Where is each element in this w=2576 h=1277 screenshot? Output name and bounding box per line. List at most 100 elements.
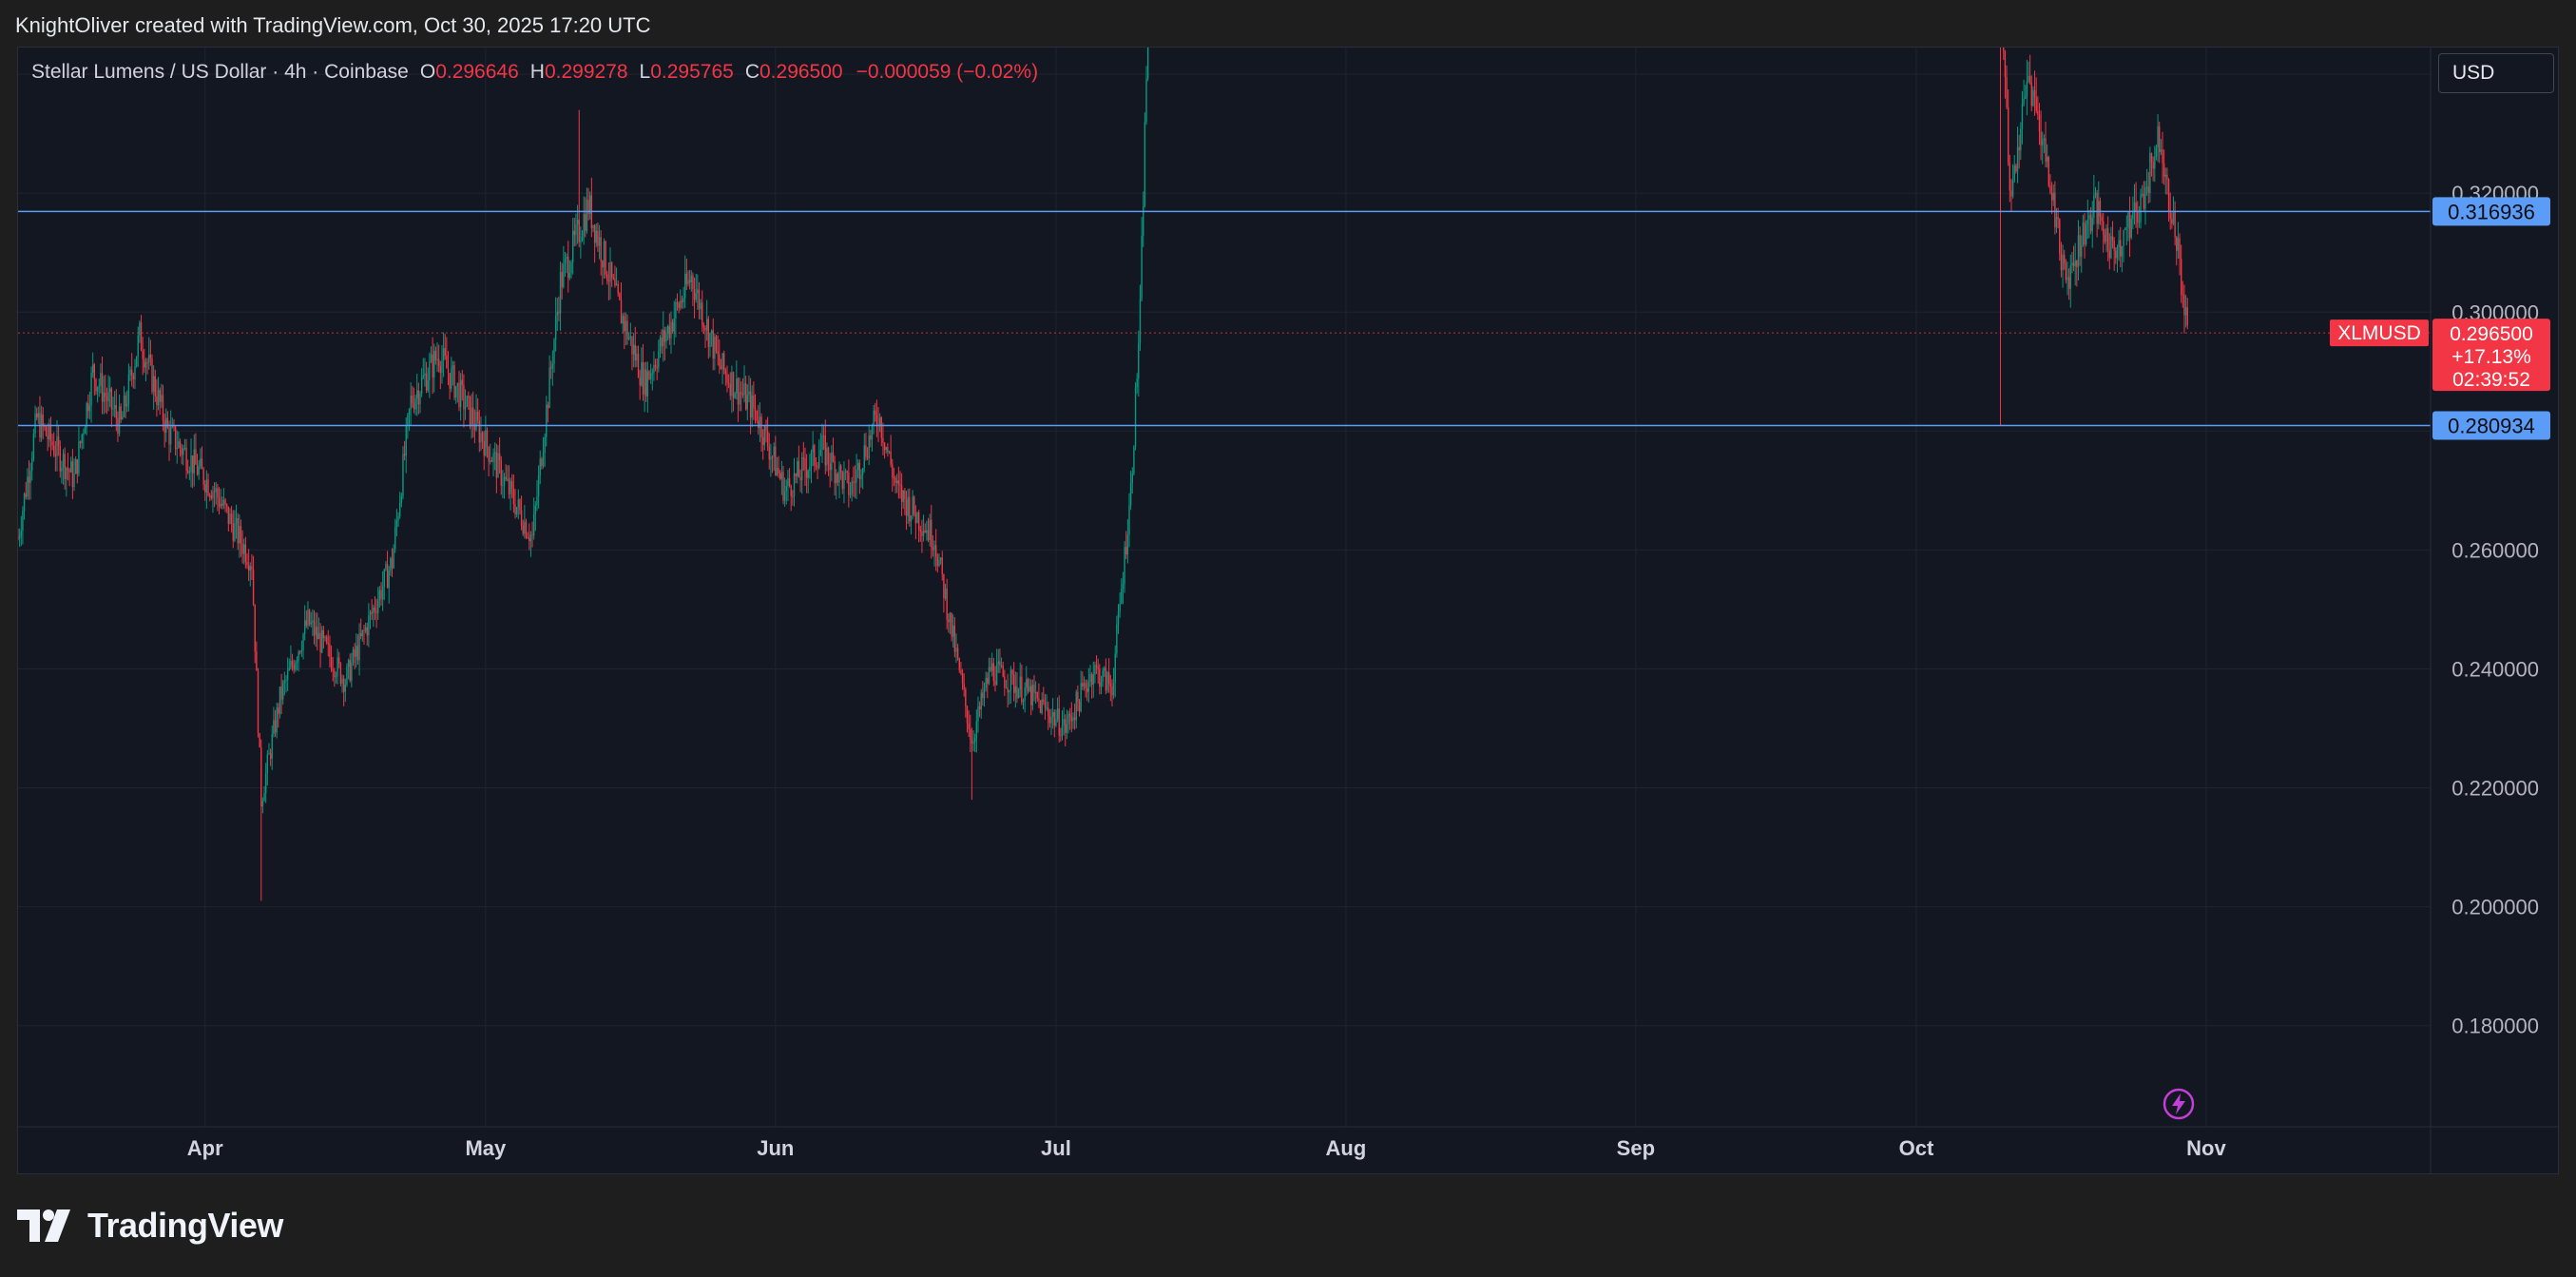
candle-body — [334, 670, 336, 678]
candle-body — [542, 453, 545, 467]
candle-body — [310, 622, 312, 625]
candle-body — [305, 620, 308, 626]
candle-body — [578, 220, 580, 242]
candle-body — [612, 277, 615, 280]
candle-body — [726, 374, 728, 383]
candle-body — [753, 395, 755, 409]
candle-body — [1028, 686, 1030, 692]
candle-body — [96, 386, 99, 392]
candle-body — [800, 457, 803, 481]
candle-body — [2028, 76, 2031, 84]
horizontal-levels — [18, 210, 2431, 427]
candle-body — [2010, 190, 2012, 197]
candle-body — [2072, 262, 2075, 266]
candle-body — [90, 372, 92, 406]
candle-body — [684, 273, 686, 299]
candle-body — [965, 689, 967, 706]
candle-body — [519, 499, 521, 511]
candle-body — [2108, 250, 2110, 259]
candle-body — [805, 469, 808, 478]
candle-body — [178, 441, 180, 448]
candle-body — [1114, 653, 1116, 683]
candle-body — [541, 458, 543, 467]
candle-body — [972, 742, 974, 744]
candle-body — [963, 683, 965, 690]
candle-body — [570, 261, 572, 274]
candle-body — [568, 273, 571, 279]
candle-body — [2093, 195, 2095, 218]
candle-body — [106, 397, 108, 401]
candle-body — [723, 353, 725, 371]
candle-body — [466, 396, 468, 407]
candle-body — [977, 706, 979, 722]
candle-body — [2125, 227, 2127, 229]
candle-body — [222, 499, 225, 506]
candle-body — [883, 442, 886, 451]
candle-body — [217, 488, 219, 498]
candle-body — [729, 383, 731, 397]
candle-body — [2179, 238, 2181, 260]
candle-body — [2166, 174, 2168, 180]
candle-body — [2033, 89, 2036, 98]
candle-body — [1041, 699, 1043, 714]
candle-body — [836, 474, 839, 483]
candle-body — [1068, 713, 1071, 717]
candle-body — [2057, 217, 2059, 220]
candle-body — [665, 334, 667, 342]
candle-body — [308, 609, 311, 625]
candle-body — [2049, 185, 2051, 193]
candle-body — [317, 632, 320, 640]
candle-body — [1000, 665, 1003, 667]
candle-body — [1024, 687, 1026, 701]
candle-body — [2124, 228, 2126, 230]
candle-body — [2086, 220, 2089, 225]
tradingview-logo[interactable]: TradingView — [17, 1206, 283, 1246]
candle-body — [95, 378, 97, 392]
candle-body — [302, 633, 304, 650]
candle-body — [225, 504, 228, 507]
candle-body — [987, 677, 989, 685]
candle-body — [880, 416, 883, 438]
candle-body — [240, 526, 242, 544]
candle-body — [1094, 665, 1096, 675]
candle-body — [375, 611, 377, 613]
candle-body — [985, 677, 987, 688]
candle-body — [67, 468, 69, 471]
candle-body — [2047, 157, 2050, 186]
low-value: 0.295765 — [650, 61, 734, 83]
candle-body — [1070, 716, 1073, 722]
candle-body — [627, 338, 630, 339]
candle-body — [585, 214, 586, 231]
candle-body — [463, 384, 465, 410]
candle-body — [204, 484, 206, 493]
symbol-title[interactable]: Stellar Lumens / US Dollar · 4h · Coinba… — [31, 61, 409, 83]
candle-body — [910, 515, 913, 522]
chart-panel[interactable]: 0.180000 0.200000 0.220000 0.240000 0.260000… — [17, 47, 2559, 1174]
candle-body — [1017, 689, 1020, 699]
candle-body — [522, 525, 524, 534]
lightning-icon[interactable] — [2162, 1087, 2196, 1121]
candle-body — [848, 473, 850, 495]
candle-body — [853, 481, 855, 483]
candle-body — [814, 445, 816, 466]
candle-body — [834, 461, 836, 483]
symbol-legend[interactable]: Stellar Lumens / US Dollar · 4h · Coinba… — [31, 61, 1038, 84]
high-label: H — [529, 61, 545, 83]
candle-body — [407, 415, 409, 426]
candle-body — [88, 405, 91, 412]
candle-body — [2127, 211, 2129, 228]
candle-body — [1102, 669, 1104, 683]
currency-selector[interactable]: USD — [2438, 53, 2554, 93]
candle-body — [768, 446, 770, 460]
candle-body — [739, 392, 740, 405]
price-chart[interactable]: 0.180000 0.200000 0.220000 0.240000 0.260000… — [18, 48, 2558, 1173]
candle-body — [2182, 294, 2184, 296]
candle-body — [193, 449, 195, 474]
candle-body — [642, 362, 644, 396]
candle-body — [688, 280, 691, 282]
candle-body — [658, 351, 660, 368]
candle-body — [1031, 684, 1034, 706]
candle-body — [2147, 186, 2149, 193]
candle-body — [771, 456, 774, 458]
candle-body — [765, 425, 767, 432]
